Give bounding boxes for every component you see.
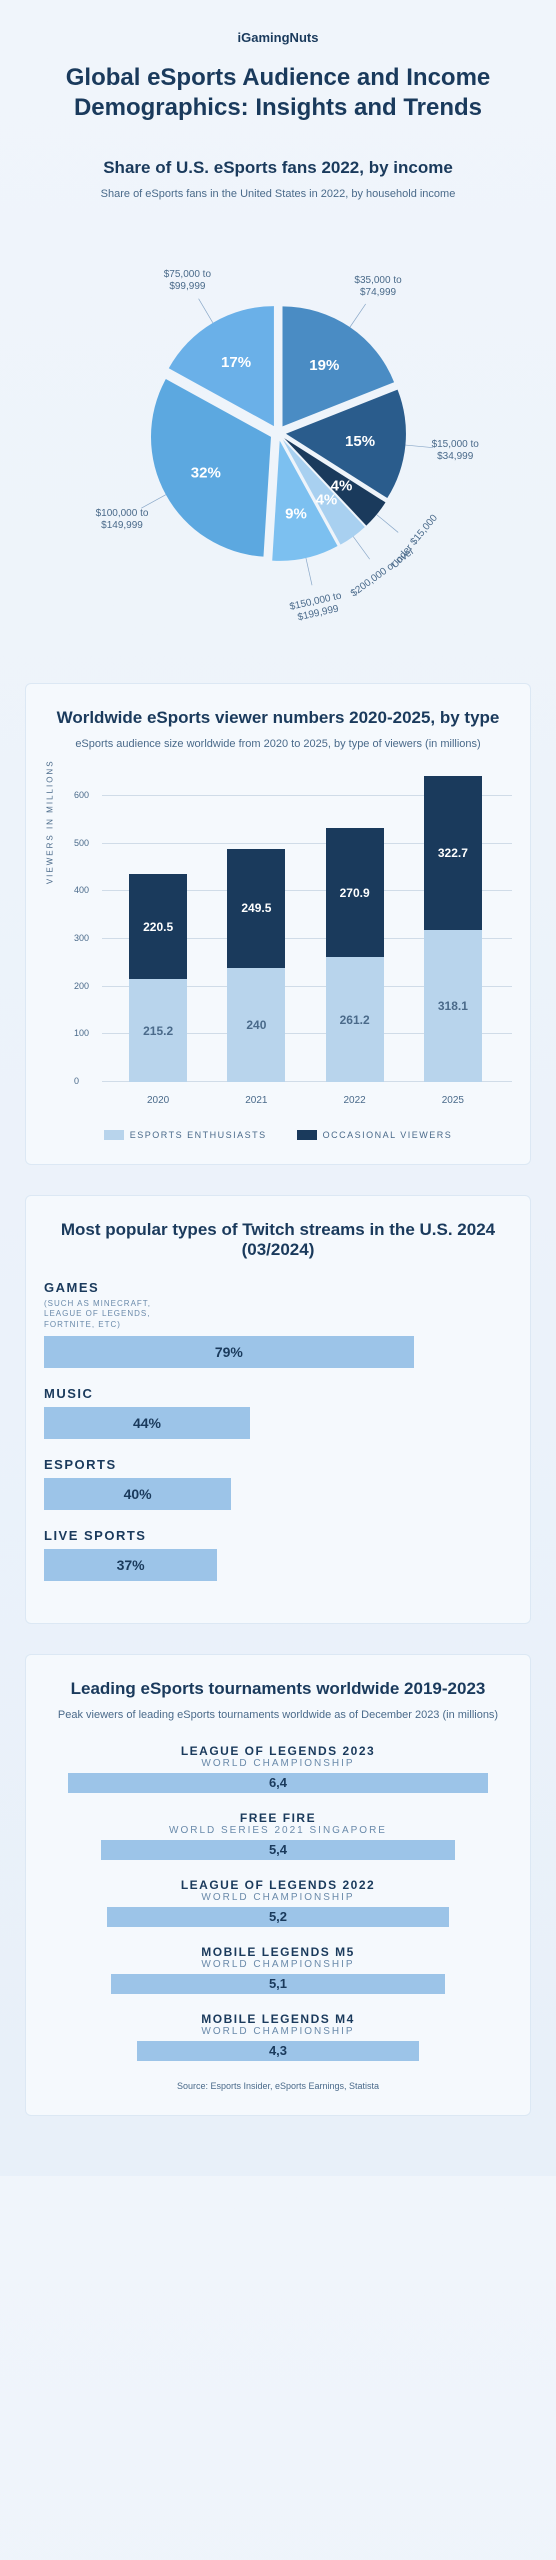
tournament-item: LEAGUE OF LEGENDS 2023WORLD CHAMPIONSHIP…: [44, 1744, 512, 1793]
hbar-fill: 44%: [44, 1407, 250, 1439]
hbar-fill: 40%: [44, 1478, 231, 1510]
x-axis-label: 2025: [424, 1095, 482, 1106]
x-axis-label: 2022: [326, 1095, 384, 1106]
tournament-subtitle: WORLD CHAMPIONSHIP: [44, 1892, 512, 1903]
tournament-subtitle: WORLD CHAMPIONSHIP: [44, 1758, 512, 1769]
hbar-fill: 79%: [44, 1336, 414, 1368]
bar-segment: 240: [227, 968, 285, 1082]
twitch-bars: GAMES (SUCH AS MINECRAFT, LEAGUE OF LEGEN…: [44, 1280, 512, 1581]
tournament-bar: 6,4: [68, 1773, 488, 1793]
tournament-bar: 4,3: [137, 2041, 419, 2061]
bar-segment: 249.5: [227, 849, 285, 968]
twitch-card: Most popular types of Twitch streams in …: [25, 1195, 531, 1624]
bar-column: 270.9261.22022: [326, 772, 384, 1082]
hbar-label: LIVE SPORTS: [44, 1528, 512, 1543]
legend-swatch: [297, 1130, 317, 1140]
pie-pct-label: 32%: [191, 464, 221, 481]
bar-segment: 261.2: [326, 957, 384, 1082]
tournament-bar: 5,2: [107, 1907, 448, 1927]
hbar-row: LIVE SPORTS 37%: [44, 1528, 512, 1581]
tournament-name: MOBILE LEGENDS M5: [44, 1945, 512, 1959]
hbar-row: MUSIC 44%: [44, 1386, 512, 1439]
pie-title: Share of U.S. eSports fans 2022, by inco…: [25, 158, 531, 178]
hbar-label: ESPORTS: [44, 1457, 512, 1472]
tournament-list: LEAGUE OF LEGENDS 2023WORLD CHAMPIONSHIP…: [44, 1744, 512, 2061]
brand: iGamingNuts: [25, 30, 531, 45]
bar-segment: 220.5: [129, 874, 187, 979]
pie-pct-label: 19%: [309, 356, 339, 373]
legend-label: OCCASIONAL VIEWERS: [323, 1130, 453, 1140]
legend-swatch: [104, 1130, 124, 1140]
tournament-item: FREE FIREWORLD SERIES 2021 SINGAPORE 5,4: [44, 1811, 512, 1860]
pie-chart: $35,000 to $74,999$15,000 to $34,999Unde…: [25, 223, 531, 643]
main-title: Global eSports Audience and Income Demog…: [25, 63, 531, 123]
tournament-item: LEAGUE OF LEGENDS 2022WORLD CHAMPIONSHIP…: [44, 1878, 512, 1927]
tournament-name: LEAGUE OF LEGENDS 2023: [44, 1744, 512, 1758]
tournament-subtitle: WORLD SERIES 2021 SINGAPORE: [44, 1825, 512, 1836]
hbar-sublabel: (SUCH AS MINECRAFT, LEAGUE OF LEGENDS, F…: [44, 1299, 184, 1330]
tour-title: Leading eSports tournaments worldwide 20…: [44, 1679, 512, 1699]
source-text: Source: Esports Insider, eSports Earning…: [44, 2081, 512, 2091]
tournament-subtitle: WORLD CHAMPIONSHIP: [44, 1959, 512, 1970]
x-axis-label: 2021: [227, 1095, 285, 1106]
tour-subtitle: Peak viewers of leading eSports tourname…: [44, 1707, 512, 1724]
x-axis-label: 2020: [129, 1095, 187, 1106]
tournament-item: MOBILE LEGENDS M4WORLD CHAMPIONSHIP 4,3: [44, 2012, 512, 2061]
stacked-bar-chart: VIEWERS IN MILLIONS 01002003004005006002…: [74, 772, 512, 1112]
pie-pct-label: 9%: [285, 505, 307, 522]
legend-label: ESPORTS ENTHUSIASTS: [130, 1130, 267, 1140]
bar-column: 220.5215.22020: [129, 772, 187, 1082]
tournaments-card: Leading eSports tournaments worldwide 20…: [25, 1654, 531, 2116]
pie-subtitle: Share of eSports fans in the United Stat…: [25, 186, 531, 203]
tournament-name: MOBILE LEGENDS M4: [44, 2012, 512, 2026]
y-axis-label: VIEWERS IN MILLIONS: [46, 759, 55, 884]
legend-item: OCCASIONAL VIEWERS: [297, 1130, 453, 1140]
hbar-row: GAMES (SUCH AS MINECRAFT, LEAGUE OF LEGEN…: [44, 1280, 512, 1368]
stacked-title: Worldwide eSports viewer numbers 2020-20…: [44, 708, 512, 728]
pie-pct-label: 4%: [316, 491, 338, 508]
bar-segment: 215.2: [129, 979, 187, 1082]
legend-item: ESPORTS ENTHUSIASTS: [104, 1130, 267, 1140]
bar-segment: 318.1: [424, 930, 482, 1082]
stacked-subtitle: eSports audience size worldwide from 202…: [44, 736, 512, 753]
bar-column: 322.7318.12025: [424, 772, 482, 1082]
tournament-subtitle: WORLD CHAMPIONSHIP: [44, 2026, 512, 2037]
tournament-name: FREE FIRE: [44, 1811, 512, 1825]
twitch-title: Most popular types of Twitch streams in …: [44, 1220, 512, 1260]
tournament-item: MOBILE LEGENDS M5WORLD CHAMPIONSHIP 5,1: [44, 1945, 512, 1994]
hbar-label: MUSIC: [44, 1386, 512, 1401]
stacked-legend: ESPORTS ENTHUSIASTS OCCASIONAL VIEWERS: [44, 1130, 512, 1140]
bar-segment: 322.7: [424, 776, 482, 930]
stacked-bar-card: Worldwide eSports viewer numbers 2020-20…: [25, 683, 531, 1166]
tournament-name: LEAGUE OF LEGENDS 2022: [44, 1878, 512, 1892]
tournament-bar: 5,4: [101, 1840, 455, 1860]
pie-pct-label: 15%: [345, 432, 375, 449]
bar-column: 249.52402021: [227, 772, 285, 1082]
hbar-fill: 37%: [44, 1549, 217, 1581]
bar-segment: 270.9: [326, 828, 384, 957]
hbar-row: ESPORTS 40%: [44, 1457, 512, 1510]
tournament-bar: 5,1: [111, 1974, 446, 1994]
hbar-label: GAMES: [44, 1280, 512, 1295]
pie-pct-label: 17%: [221, 354, 251, 371]
